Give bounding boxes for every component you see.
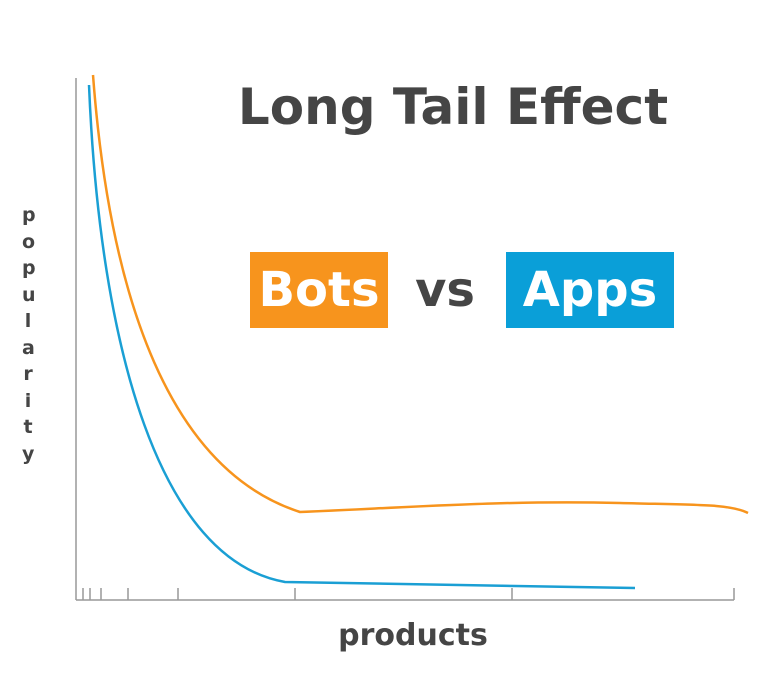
y-axis-label: popularity <box>22 204 36 465</box>
apps-label: Apps <box>506 252 674 328</box>
bots-label: Bots <box>250 252 388 328</box>
x-axis-label: products <box>338 618 488 653</box>
ticks <box>82 588 735 600</box>
vs-label: vs <box>415 262 475 318</box>
apps-curve <box>87 84 636 590</box>
axes <box>75 78 735 601</box>
title: Long Tail Effect <box>237 78 669 136</box>
bots-curve <box>91 74 749 515</box>
